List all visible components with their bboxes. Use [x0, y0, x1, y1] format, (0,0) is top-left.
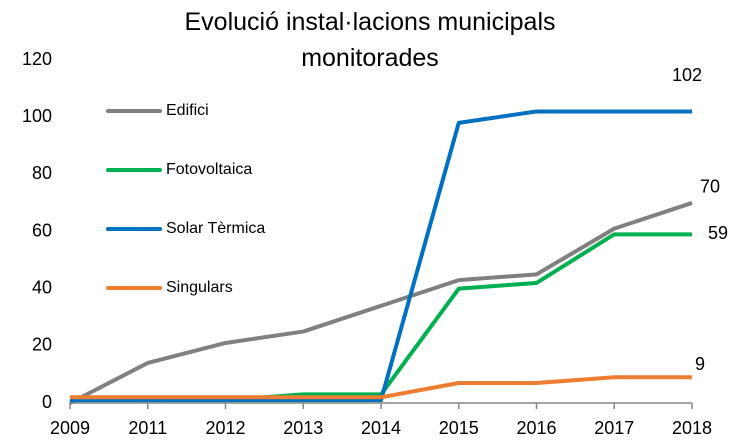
x-tick-label: 2017	[594, 418, 634, 438]
x-tick-label: 2016	[516, 418, 556, 438]
y-tick-label: 40	[32, 277, 52, 297]
data-label: 70	[700, 177, 720, 197]
chart-title: Evolució instal·lacions municipals monit…	[184, 8, 556, 72]
series-line	[70, 232, 692, 403]
x-tick-label: 2009	[50, 418, 90, 438]
x-tick-label: 2014	[361, 418, 401, 438]
y-tick-label: 0	[42, 392, 52, 412]
legend-label: Solar Tèrmica	[166, 220, 265, 237]
series-line	[69, 201, 693, 405]
series-line	[70, 109, 692, 403]
legend-label: Singulars	[166, 279, 233, 296]
y-tick-label: 80	[32, 163, 52, 183]
x-tick-label: 2013	[283, 418, 323, 438]
data-label: 9	[695, 354, 705, 374]
x-tick-label: 2011	[128, 418, 167, 438]
y-tick-label: 60	[32, 220, 52, 240]
series-line	[70, 375, 692, 400]
y-tick-label: 100	[22, 106, 52, 126]
x-tick-label: 2015	[439, 418, 479, 438]
legend-label: Fotovoltaica	[166, 161, 252, 178]
y-tick-label: 20	[32, 335, 52, 355]
x-tick-label: 2018	[672, 418, 712, 438]
y-tick-label: 120	[22, 49, 52, 69]
x-tick-label: 2012	[205, 418, 245, 438]
legend-label: Edifici	[166, 102, 209, 119]
data-label: 59	[708, 223, 728, 243]
data-label: 102	[672, 65, 702, 85]
